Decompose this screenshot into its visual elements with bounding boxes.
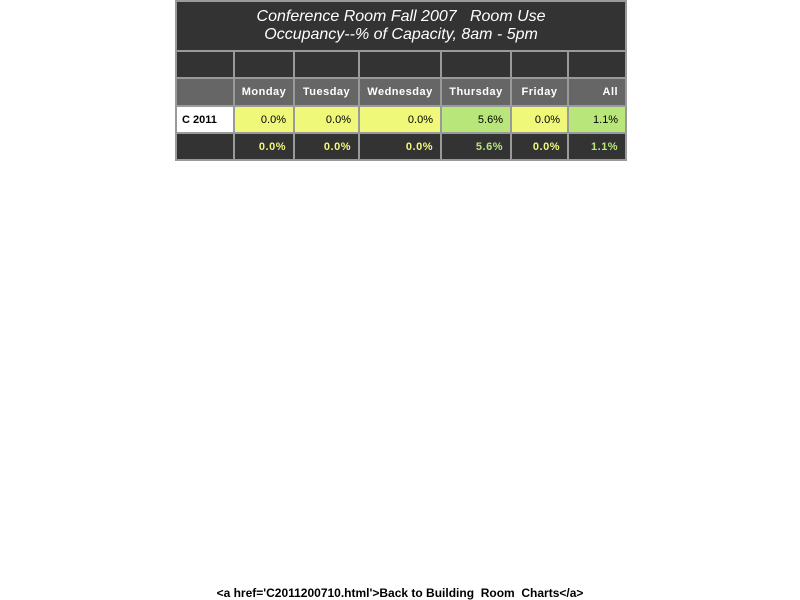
- cell-thursday: 5.6%: [440, 105, 512, 134]
- column-header-thursday: Thursday: [440, 77, 512, 107]
- spacer-cell: [358, 50, 442, 79]
- spacer-cell: [440, 50, 512, 79]
- spacer-cell: [510, 50, 569, 79]
- total-wednesday: 0.0%: [358, 132, 442, 161]
- column-header-row: Monday Tuesday Wednesday Thursday Friday…: [175, 77, 628, 107]
- report-title: Conference Room Fall 2007 Room Use Occup…: [174, 0, 628, 52]
- total-tuesday: 0.0%: [293, 132, 360, 161]
- cell-monday: 0.0%: [233, 105, 295, 134]
- total-friday: 0.0%: [510, 132, 569, 161]
- cell-tuesday: 0.0%: [293, 105, 360, 134]
- cell-all: 1.1%: [566, 105, 628, 134]
- column-header-friday: Friday: [510, 77, 569, 107]
- spacer-cell: [233, 50, 295, 79]
- corner-header: [175, 77, 235, 107]
- totals-label: [175, 132, 235, 161]
- report-title-line2: Occupancy--% of Capacity, 8am - 5pm: [264, 26, 538, 43]
- spacer-row: [175, 50, 628, 79]
- spacer-cell: [293, 50, 360, 79]
- column-header-wednesday: Wednesday: [358, 77, 442, 107]
- spacer-cell: [175, 50, 235, 79]
- spacer-cell: [566, 50, 628, 79]
- report-title-line1: Conference Room Fall 2007 Room Use: [256, 8, 546, 25]
- occupancy-report-table: Conference Room Fall 2007 Room Use Occup…: [174, 0, 628, 161]
- totals-row: 0.0% 0.0% 0.0% 5.6% 0.0% 1.1%: [175, 132, 628, 161]
- back-to-charts-link-text: <a href='C2011200710.html'>Back to Build…: [216, 586, 584, 600]
- table-row: C 2011 0.0% 0.0% 0.0% 5.6% 0.0% 1.1%: [175, 105, 628, 134]
- room-label: C 2011: [175, 105, 235, 134]
- column-header-all: All: [566, 77, 628, 107]
- cell-wednesday: 0.0%: [358, 105, 442, 134]
- column-header-monday: Monday: [233, 77, 295, 107]
- total-thursday: 5.6%: [440, 132, 512, 161]
- total-monday: 0.0%: [233, 132, 295, 161]
- total-all: 1.1%: [566, 132, 628, 161]
- column-header-tuesday: Tuesday: [293, 77, 360, 107]
- cell-friday: 0.0%: [510, 105, 569, 134]
